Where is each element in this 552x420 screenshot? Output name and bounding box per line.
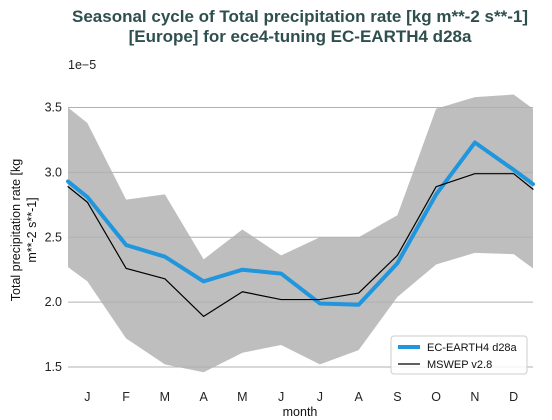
x-tick-label: A xyxy=(199,390,208,404)
x-tick-label: O xyxy=(431,390,441,404)
series-line-ec-earth xyxy=(66,140,535,307)
y-tick-label: 3.5 xyxy=(45,100,62,114)
y-axis-label-line2: m**-2 s**-1] xyxy=(25,197,39,262)
x-tick-label: F xyxy=(122,390,130,404)
x-tick-label: D xyxy=(509,390,518,404)
chart-title-line1: Seasonal cycle of Total precipitation ra… xyxy=(72,7,528,26)
y-offset-label: 1e−5 xyxy=(68,58,96,72)
x-tick-label: S xyxy=(393,390,401,404)
legend-label-ec-earth: EC-EARTH4 d28a xyxy=(427,342,518,354)
spread-band xyxy=(68,94,533,373)
y-tick-label: 3.0 xyxy=(45,165,62,179)
legend-box xyxy=(390,335,528,375)
x-tick-label: J xyxy=(317,390,323,404)
x-tick-label: J xyxy=(278,390,284,404)
y-tick-label: 2.5 xyxy=(45,230,62,244)
y-tick-label: 2.0 xyxy=(45,295,62,309)
y-axis-label-line1: Total precipitation rate [kg xyxy=(9,159,23,301)
x-tick-label: M xyxy=(237,390,247,404)
x-tick-label: N xyxy=(470,390,479,404)
x-tick-label: A xyxy=(354,390,363,404)
series-line-mswep xyxy=(67,173,534,318)
legend: EC-EARTH4 d28a MSWEP v2.8 xyxy=(390,335,528,375)
x-axis-label: month xyxy=(283,405,318,419)
x-tick-label: M xyxy=(160,390,170,404)
y-tick-label: 1.5 xyxy=(45,360,62,374)
chart-title-line2: [Europe] for ece4-tuning EC-EARTH4 d28a xyxy=(129,27,472,46)
plot-area: 1.5 2.0 2.5 3.0 3.5 J F M A M J J A S O N D xyxy=(45,94,535,404)
x-tick-label: J xyxy=(84,390,90,404)
legend-label-mswep: MSWEP v2.8 xyxy=(427,359,492,371)
